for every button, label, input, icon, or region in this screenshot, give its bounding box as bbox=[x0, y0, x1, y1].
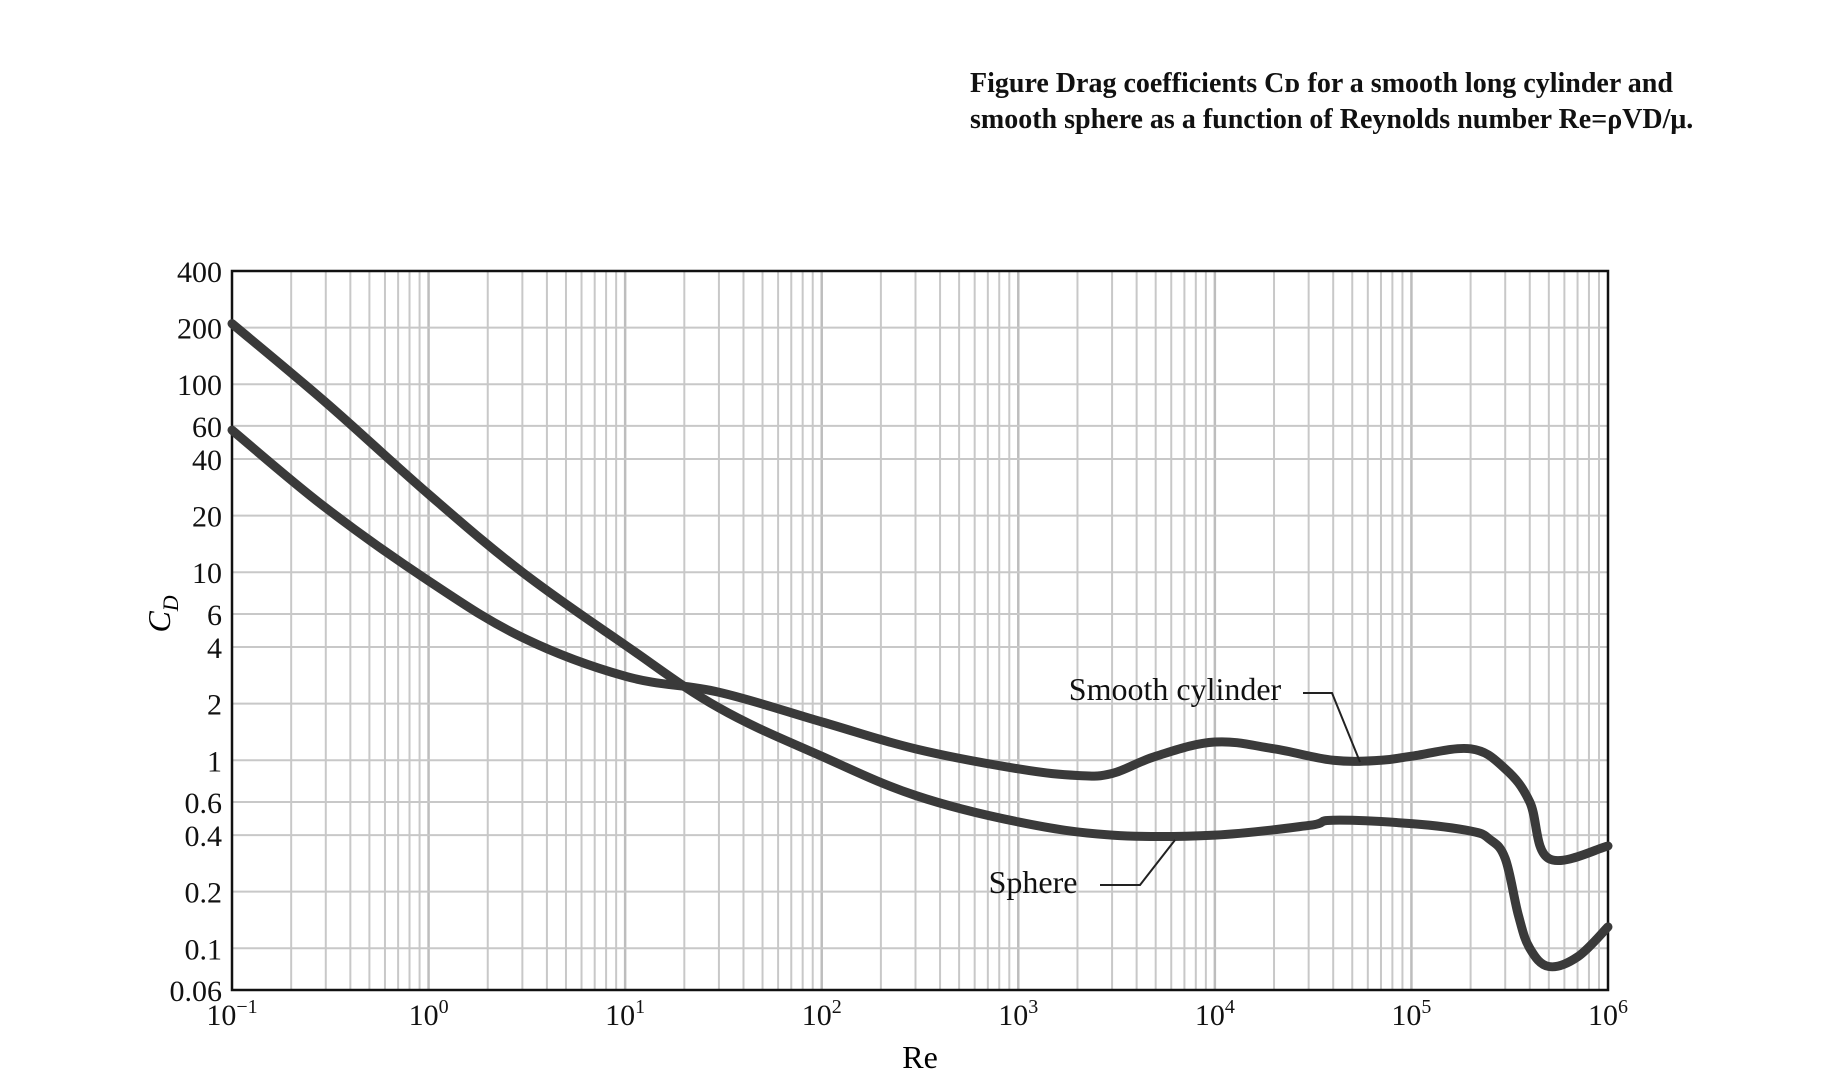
x-tick-label: 101 bbox=[605, 996, 645, 1032]
y-tick-label: 0.2 bbox=[185, 877, 223, 910]
plot-frame bbox=[230, 269, 1610, 992]
y-axis-label-main: C bbox=[141, 611, 177, 633]
caption-line-1: Figure Drag coefficients Cᴅ for a smooth… bbox=[970, 68, 1673, 99]
y-tick-label: 0.06 bbox=[170, 975, 223, 1008]
caption-line-2: smooth sphere as a function of Reynolds … bbox=[970, 104, 1694, 135]
y-tick-label: 4 bbox=[207, 632, 222, 665]
figure-caption: Figure Drag coefficients Cᴅ for a smooth… bbox=[970, 66, 1790, 138]
y-tick-label: 0.4 bbox=[185, 820, 223, 853]
y-tick-label: 40 bbox=[192, 444, 222, 477]
series-line-sphere bbox=[227, 319, 1613, 972]
x-tick-label: 10−1 bbox=[206, 996, 257, 1032]
x-tick-label: 103 bbox=[998, 996, 1038, 1032]
y-tick-label: 10 bbox=[192, 557, 222, 590]
y-tick-label: 0.6 bbox=[185, 787, 223, 820]
y-tick-label: 60 bbox=[192, 411, 222, 444]
x-tick-label: 100 bbox=[409, 996, 449, 1032]
annotation-sphere: Sphere bbox=[989, 864, 1078, 900]
y-tick-label: 400 bbox=[177, 256, 222, 289]
y-tick-label: 2 bbox=[207, 689, 222, 722]
series-line-smooth-cylinder bbox=[227, 425, 1613, 865]
y-tick-label: 6 bbox=[207, 599, 222, 632]
y-axis-label-sub: D bbox=[158, 595, 183, 612]
y-axis-label: CD bbox=[141, 595, 183, 632]
x-tick-label: 106 bbox=[1588, 996, 1628, 1032]
series-lines bbox=[227, 319, 1613, 972]
y-tick-label: 1 bbox=[207, 745, 222, 778]
x-tick-label: 102 bbox=[802, 996, 842, 1032]
x-tick-labels: 10−1 100 101 102 103 104 105 106 bbox=[206, 996, 1628, 1032]
x-axis-label: Re bbox=[902, 1039, 938, 1075]
x-tick-label: 104 bbox=[1195, 996, 1235, 1032]
y-tick-label: 100 bbox=[177, 369, 222, 402]
annotation-leader-line bbox=[1303, 692, 1361, 763]
x-tick-label: 105 bbox=[1391, 996, 1431, 1032]
annotation-smooth-cylinder: Smooth cylinder bbox=[1069, 671, 1282, 707]
annotation-leader-line bbox=[1100, 839, 1176, 886]
y-tick-label: 200 bbox=[177, 313, 222, 346]
grid-lines bbox=[232, 271, 1608, 990]
y-tick-label: 20 bbox=[192, 501, 222, 534]
y-tick-label: 0.1 bbox=[185, 933, 223, 966]
annotations: Smooth cylinder Sphere bbox=[989, 671, 1361, 900]
